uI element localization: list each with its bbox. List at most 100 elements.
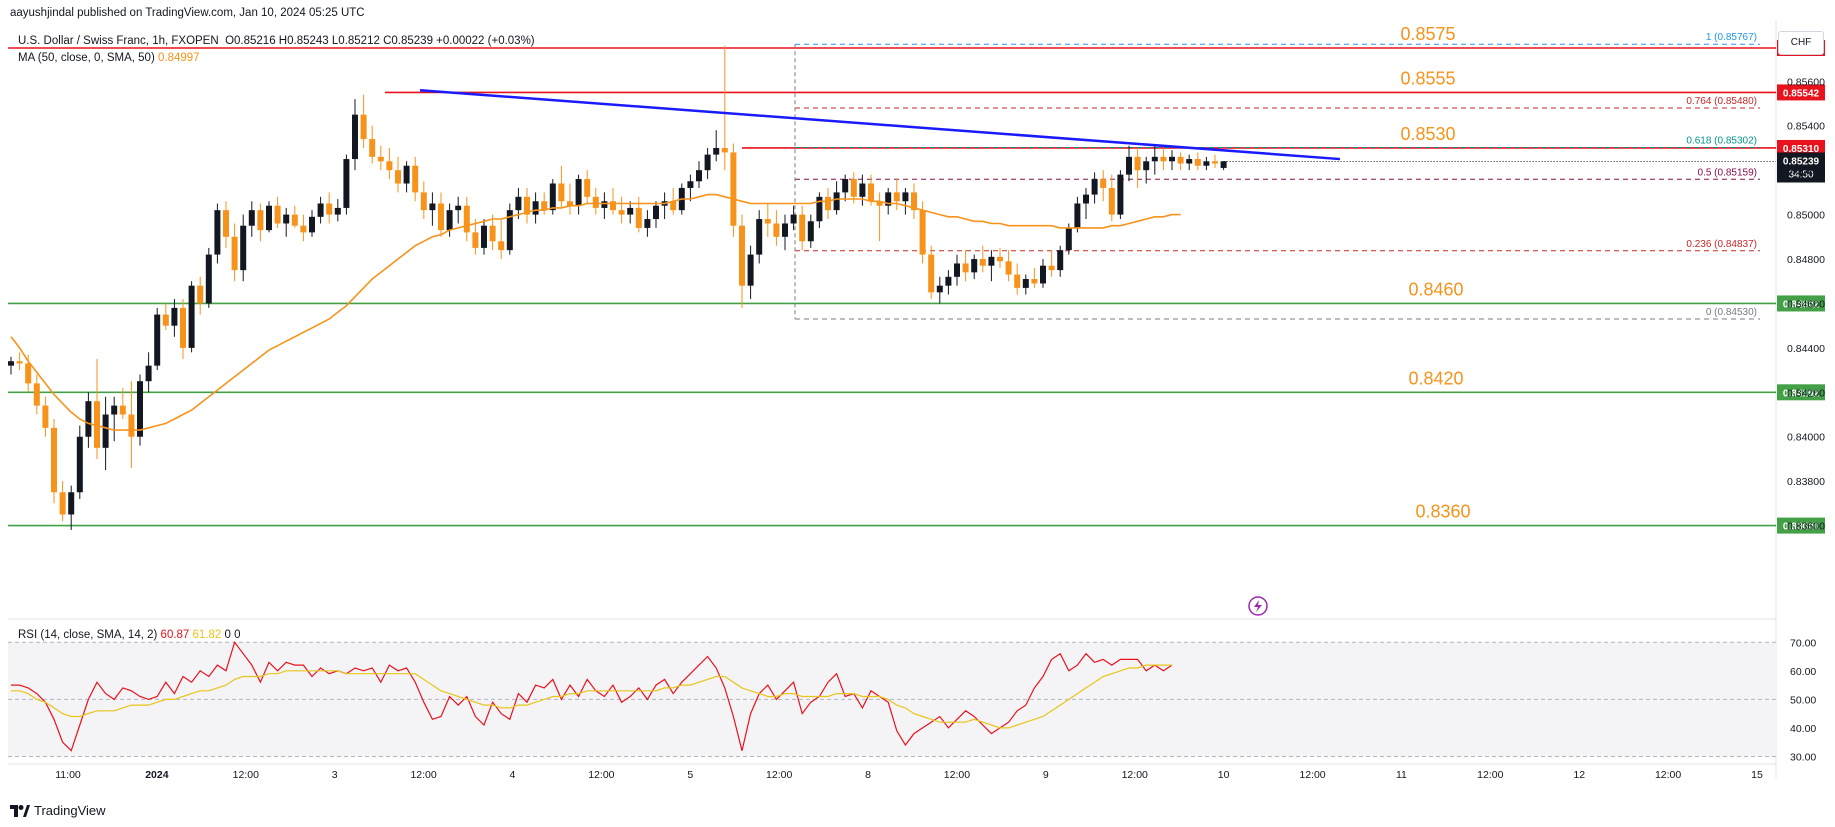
candle-body: [1212, 161, 1218, 164]
axis-level-tag: [1777, 517, 1825, 534]
candle-body: [76, 436, 83, 493]
candle-body: [704, 154, 711, 171]
price-tick-label: 0.84200: [1787, 387, 1825, 399]
candle-body: [1014, 274, 1021, 288]
candle-body: [919, 210, 926, 255]
candle-body: [395, 170, 401, 184]
fib-level-label: 0 (0.84530): [1706, 307, 1757, 318]
price-tick-label: 0.84000: [1787, 432, 1825, 444]
candle-body: [205, 254, 212, 304]
candle-body: [1108, 187, 1115, 215]
price-tick-label: 0.84600: [1787, 298, 1825, 310]
low-label: L: [331, 35, 339, 47]
candle-body: [790, 214, 797, 224]
candle-body: [644, 219, 651, 228]
candle-body: [936, 285, 943, 293]
price-tick-label: 0.84800: [1787, 254, 1825, 266]
high-label: H: [278, 35, 288, 47]
candle-body: [283, 214, 290, 224]
candle-body: [1203, 161, 1210, 166]
symbol-legend: U.S. Dollar / Swiss Franc, 1h, FXOPEN O0…: [18, 35, 535, 47]
candle-body: [498, 241, 505, 251]
time-tick-label: 12:00: [233, 769, 259, 781]
rsi-tick-label: 50.00: [1790, 694, 1816, 706]
candle-body: [446, 210, 453, 231]
candle-body: [1117, 174, 1124, 215]
ma-label: MA (50, close, 0, SMA, 50): [18, 52, 155, 64]
currency-button[interactable]: CHF: [1778, 31, 1824, 55]
ma-legend[interactable]: MA (50, close, 0, SMA, 50) 0.84997: [18, 52, 200, 64]
candle-body: [825, 196, 831, 211]
candle-body: [1022, 279, 1029, 288]
currency-label: CHF: [1790, 37, 1812, 48]
time-tick-label: 12:00: [944, 769, 970, 781]
candle-body: [773, 223, 780, 237]
sr-level-label: 0.8360: [1415, 502, 1470, 522]
candle-body: [524, 196, 530, 215]
time-tick-label: 12: [1573, 769, 1585, 781]
candle-body: [266, 205, 272, 231]
price-tick-label: 0.85400: [1787, 121, 1825, 133]
candle-body: [25, 363, 32, 384]
candle-body: [1005, 261, 1012, 275]
candle-body: [859, 183, 866, 197]
rsi-tick-label: 60.00: [1790, 666, 1816, 678]
rsi-legend[interactable]: RSI (14, close, SMA, 14, 2) 60.87 61.82 …: [18, 629, 241, 641]
candle-body: [257, 210, 264, 231]
candle-body: [334, 207, 341, 215]
axis-level-label: 0.85542: [1783, 88, 1820, 99]
candle-body: [16, 361, 23, 364]
candle-body: [506, 210, 513, 251]
time-tick-label: 12:00: [410, 769, 436, 781]
candle-body: [1048, 265, 1055, 271]
price-tick-label: 0.85000: [1787, 210, 1825, 222]
axis-level-tag: [1777, 384, 1825, 401]
candle-body: [730, 152, 737, 226]
rsi-zero-1: 0: [224, 629, 231, 641]
fib-level-label: 0.5 (0.85159): [1698, 167, 1758, 178]
sr-level-label: 0.8420: [1408, 368, 1463, 388]
candle-body: [1220, 161, 1227, 168]
candle-body: [85, 401, 92, 437]
candle-body: [94, 401, 100, 448]
axis-level-tag: [1777, 295, 1825, 312]
candle-body: [962, 263, 969, 273]
candle-body: [248, 210, 255, 226]
candle-body: [635, 207, 642, 228]
candle-body: [274, 205, 281, 224]
time-tick-label: 12:00: [1299, 769, 1325, 781]
time-tick-label: 2024: [145, 769, 169, 781]
candle-body: [429, 203, 436, 211]
tradingview-logo-icon: [10, 804, 30, 817]
tradingview-logo[interactable]: TradingView: [10, 803, 106, 818]
candle-body: [59, 492, 66, 515]
candle-body: [515, 196, 522, 211]
last-price-tag: [1777, 152, 1825, 183]
candle-body: [876, 201, 883, 206]
candle-body: [567, 201, 573, 206]
candle-body: [291, 214, 298, 226]
candle-body: [369, 139, 376, 157]
candle-body: [119, 405, 126, 415]
candle-body: [833, 192, 840, 211]
candle-body: [945, 276, 952, 286]
time-tick-label: 11: [1396, 769, 1407, 781]
candle-body: [489, 225, 496, 242]
rsi-ma-line: [11, 664, 1172, 729]
axis-level-label: 0.84192: [1783, 388, 1820, 399]
candle-body: [1065, 227, 1072, 251]
candle-body: [807, 221, 814, 242]
last-price-label: 0.85239: [1783, 157, 1820, 168]
candle-body: [1160, 156, 1167, 162]
candle-body: [842, 179, 849, 193]
symbol-title[interactable]: U.S. Dollar / Swiss Franc, 1h, FXOPEN: [18, 35, 219, 47]
candle-body: [240, 225, 247, 271]
axis-level-label: 0.83600: [1783, 522, 1820, 533]
candle-body: [326, 203, 333, 215]
candle-body: [756, 219, 763, 255]
candle-body: [231, 236, 238, 271]
price-tick-label: 0.85200: [1787, 165, 1825, 177]
rsi-ma-value: 61.82: [192, 629, 222, 641]
time-tick-label: 10: [1218, 769, 1230, 781]
